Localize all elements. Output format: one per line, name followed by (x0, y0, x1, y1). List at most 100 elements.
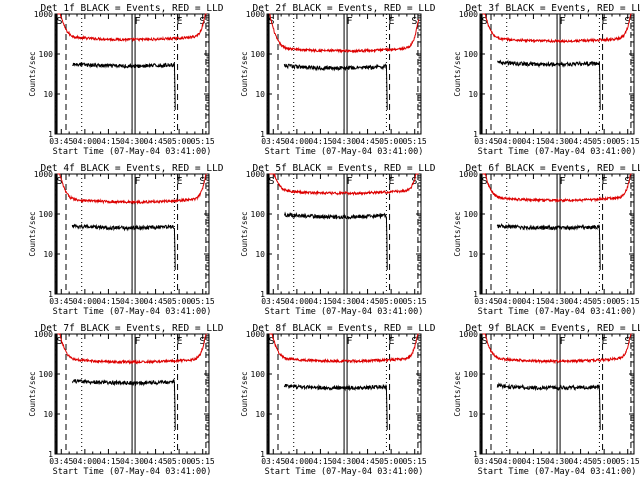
series-line-events-black (283, 63, 388, 110)
series-line-events-black (496, 382, 601, 430)
marker-label-f: F (135, 336, 141, 347)
y-tick-label: 10 (468, 410, 478, 419)
x-axis-label: Start Time (07-May-04 03:41:00) (265, 147, 424, 157)
marker-label-s: S (199, 336, 205, 347)
y-tick-label: 10 (255, 90, 265, 99)
x-tick-label: 04:15 (521, 457, 545, 466)
x-tick-label: 03:45 (49, 297, 73, 306)
x-tick-label: 04:15 (96, 297, 120, 306)
y-axis-label: Counts/sec (240, 211, 249, 256)
series-line-events-black (283, 383, 388, 430)
marker-label-s: S (269, 336, 275, 347)
y-tick-label: 100 (39, 370, 54, 379)
marker-label-s: S (57, 336, 63, 347)
marker-label-e: E (177, 16, 183, 27)
y-tick-label: 10 (43, 90, 53, 99)
y-tick-label: 10 (255, 410, 265, 419)
y-tick-label: 100 (39, 50, 54, 59)
marker-label-s: S (624, 336, 630, 347)
x-axis-label: Start Time (07-May-04 03:41:00) (53, 467, 212, 477)
series-line-events-black (497, 59, 601, 110)
marker-label-e: E (389, 176, 395, 187)
x-tick-label: 05:00 (379, 297, 403, 306)
x-tick-label: 04:45 (356, 457, 380, 466)
marker-label-s: S (482, 176, 488, 187)
x-tick-label: 04:45 (144, 297, 168, 306)
series-line-lld-red (57, 13, 207, 43)
x-tick-label: 04:45 (356, 137, 380, 146)
series-line-lld-red (269, 172, 419, 197)
x-tick-label: 04:15 (96, 137, 120, 146)
marker-label-e: E (602, 176, 608, 187)
x-tick-label: 04:00 (498, 457, 522, 466)
y-tick-label: 1000 (459, 170, 478, 179)
y-tick-label: 1000 (246, 170, 265, 179)
panel-title: Det 8f BLACK = Events, RED = LLD (252, 323, 435, 334)
detector-panel-4: Det 4f BLACK = Events, RED = LLD 1 10 100 10… (28, 163, 224, 317)
series-line-events-black (496, 222, 601, 270)
marker-label-s: S (624, 176, 630, 187)
series-line-lld-red (57, 173, 207, 205)
x-tick-label: 04:00 (498, 137, 522, 146)
x-tick-label: 04:00 (285, 137, 309, 146)
detector-panel-3: Det 3f BLACK = Events, RED = LLD 1 10 100 10… (453, 3, 640, 157)
marker-label-e: E (389, 16, 395, 27)
x-tick-label: 04:45 (569, 297, 593, 306)
y-tick-label: 100 (39, 210, 54, 219)
panel-title: Det 1f BLACK = Events, RED = LLD (40, 3, 223, 14)
x-axis-label: Start Time (07-May-04 03:41:00) (478, 467, 637, 477)
x-tick-label: 04:45 (569, 457, 593, 466)
x-tick-label: 04:30 (332, 457, 356, 466)
y-axis-label: Counts/sec (240, 371, 249, 416)
y-tick-label: 1000 (459, 330, 478, 339)
marker-label-f: F (560, 176, 566, 187)
x-tick-label: 04:30 (332, 297, 356, 306)
x-tick-label: 04:15 (521, 297, 545, 306)
x-tick-label: 05:15 (403, 137, 427, 146)
series-line-lld-red (482, 13, 632, 44)
series-line-lld-red (57, 333, 207, 365)
detector-panel-8: Det 8f BLACK = Events, RED = LLD 1 10 100 10… (240, 323, 436, 477)
x-tick-label: 04:30 (545, 457, 569, 466)
x-tick-label: 05:00 (592, 297, 616, 306)
x-tick-label: 05:15 (403, 457, 427, 466)
y-axis-label: Counts/sec (28, 211, 37, 256)
x-tick-label: 03:45 (261, 137, 285, 146)
x-tick-label: 04:30 (120, 297, 144, 306)
marker-label-f: F (135, 176, 141, 187)
x-tick-label: 04:45 (144, 457, 168, 466)
marker-label-e: E (602, 16, 608, 27)
marker-label-s: S (482, 336, 488, 347)
x-tick-label: 05:00 (167, 457, 191, 466)
x-tick-label: 03:45 (49, 137, 73, 146)
panel-title: Det 3f BLACK = Events, RED = LLD (465, 3, 640, 14)
x-axis-label: Start Time (07-May-04 03:41:00) (265, 467, 424, 477)
x-tick-label: 05:15 (616, 457, 640, 466)
marker-label-e: E (177, 336, 183, 347)
y-axis-label: Counts/sec (453, 211, 462, 256)
x-tick-label: 04:00 (73, 297, 97, 306)
x-tick-label: 04:45 (144, 137, 168, 146)
marker-label-f: F (560, 336, 566, 347)
y-axis-label: Counts/sec (28, 371, 37, 416)
marker-label-f: F (347, 176, 353, 187)
panel-title: Det 2f BLACK = Events, RED = LLD (252, 3, 435, 14)
y-axis-label: Counts/sec (453, 371, 462, 416)
y-tick-label: 1000 (246, 330, 265, 339)
panel-title: Det 6f BLACK = Events, RED = LLD (465, 163, 640, 174)
series-line-lld-red (269, 13, 420, 54)
marker-label-e: E (389, 336, 395, 347)
y-tick-label: 100 (251, 210, 266, 219)
x-tick-label: 05:15 (191, 137, 215, 146)
x-tick-label: 04:30 (120, 137, 144, 146)
y-tick-label: 1 (48, 450, 53, 459)
marker-label-s: S (482, 16, 488, 27)
y-axis-label: Counts/sec (453, 51, 462, 96)
series-line-lld-red (482, 333, 632, 365)
y-tick-label: 1 (260, 130, 265, 139)
x-tick-label: 05:15 (191, 297, 215, 306)
series-line-events-black (283, 211, 388, 270)
x-axis-label: Start Time (07-May-04 03:41:00) (53, 307, 212, 317)
x-tick-label: 04:30 (332, 137, 356, 146)
